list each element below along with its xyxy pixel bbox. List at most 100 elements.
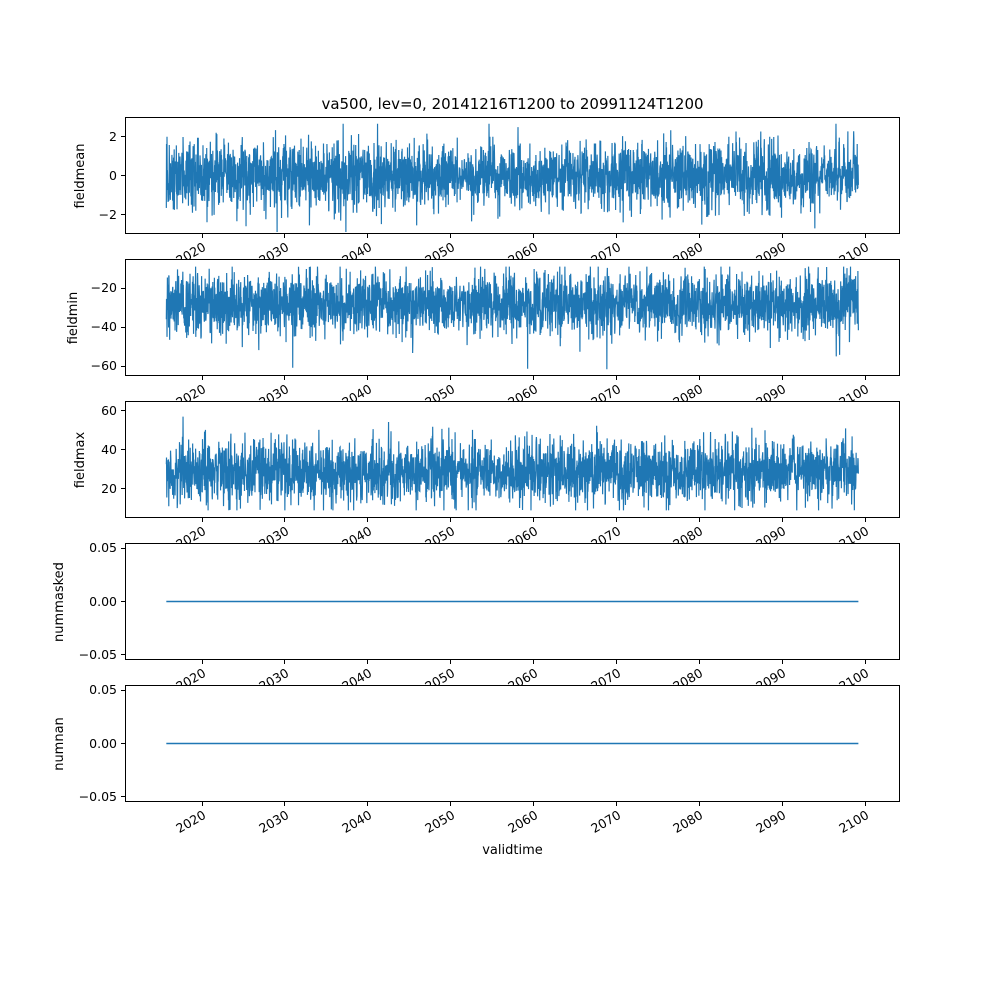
- x-tick-label: 2020: [173, 523, 209, 553]
- y-tick-label: 0.05: [89, 682, 117, 698]
- x-tick-mark: [450, 660, 452, 664]
- x-tick-label: 2030: [256, 807, 292, 837]
- x-tick-mark: [781, 518, 783, 522]
- y-tick-mark: [121, 654, 125, 656]
- x-tick-label: 2050: [421, 807, 458, 837]
- x-tick-mark: [367, 234, 369, 238]
- y-tick-mark: [121, 743, 125, 744]
- x-tick-mark: [367, 802, 369, 806]
- x-tick-label: 2020: [173, 807, 209, 837]
- y-tick-mark: [121, 326, 125, 328]
- x-tick-mark: [450, 376, 452, 380]
- y-axis-label-fieldmax: fieldmax: [73, 431, 88, 488]
- y-axis-label-fieldmean: fieldmean: [73, 143, 88, 208]
- plot-area-fieldmean: [125, 117, 900, 234]
- y-tick-mark: [121, 449, 125, 451]
- plot-area-nummasked: [125, 543, 900, 660]
- y-axis-label-numnan: numnan: [52, 716, 67, 771]
- x-tick-mark: [284, 376, 286, 380]
- x-tick-label: 2040: [339, 239, 375, 269]
- chart-title: va500, lev=0, 20141216T1200 to 20991124T…: [321, 95, 704, 113]
- x-tick-label: 2050: [421, 239, 458, 269]
- x-tick-mark: [698, 660, 700, 664]
- x-tick-mark: [781, 376, 783, 380]
- x-tick-mark: [201, 376, 203, 380]
- x-tick-mark: [201, 802, 203, 806]
- x-tick-label: 2100: [836, 381, 872, 411]
- x-tick-label: 2080: [670, 523, 706, 553]
- x-tick-label: 2060: [504, 381, 540, 411]
- x-tick-label: 2090: [753, 381, 789, 411]
- y-axis-label-nummasked: nummasked: [52, 561, 67, 642]
- y-tick-label: −0.05: [78, 646, 117, 662]
- x-tick-mark: [864, 234, 866, 238]
- x-tick-label: 2080: [670, 665, 706, 695]
- x-tick-label: 2020: [173, 239, 209, 269]
- x-tick-label: 2020: [173, 665, 209, 695]
- x-tick-label: 2060: [504, 239, 540, 269]
- y-tick-label: 0.00: [89, 593, 117, 609]
- x-tick-label: 2030: [256, 665, 292, 695]
- x-tick-mark: [781, 660, 783, 664]
- x-tick-mark: [367, 376, 369, 380]
- x-tick-label: 2020: [173, 381, 209, 411]
- plot-area-fieldmax: [125, 401, 900, 518]
- y-axis-label-fieldmin: fieldmin: [66, 291, 81, 344]
- data-line-fieldmax: [165, 416, 859, 511]
- x-tick-label: 2050: [421, 381, 458, 411]
- y-tick-label: 20: [101, 480, 117, 496]
- data-line-fieldmin: [165, 266, 859, 370]
- y-tick-label: −2: [98, 206, 117, 222]
- y-tick-label: 2: [109, 128, 117, 144]
- x-tick-label: 2050: [421, 523, 458, 553]
- x-tick-mark: [616, 376, 618, 380]
- x-tick-label: 2040: [339, 665, 375, 695]
- x-tick-mark: [533, 802, 535, 806]
- x-tick-mark: [864, 518, 866, 522]
- x-tick-label: 2070: [587, 807, 623, 837]
- x-tick-mark: [201, 234, 203, 238]
- x-tick-label: 2080: [670, 381, 706, 411]
- x-tick-mark: [284, 660, 286, 664]
- x-tick-mark: [616, 518, 618, 522]
- x-tick-mark: [616, 802, 618, 806]
- x-tick-label: 2030: [256, 239, 292, 269]
- y-tick-mark: [121, 689, 125, 691]
- x-tick-mark: [698, 802, 700, 806]
- x-tick-mark: [450, 234, 452, 238]
- plot-area-fieldmin: [125, 259, 900, 376]
- y-tick-mark: [121, 365, 125, 367]
- x-tick-label: 2040: [339, 381, 375, 411]
- x-tick-mark: [616, 234, 618, 238]
- x-tick-label: 2070: [587, 523, 623, 553]
- x-tick-label: 2030: [256, 523, 292, 553]
- x-tick-label: 2080: [670, 807, 706, 837]
- x-tick-label: 2060: [504, 523, 540, 553]
- x-tick-mark: [864, 802, 866, 806]
- x-tick-mark: [367, 660, 369, 664]
- x-tick-mark: [450, 518, 452, 522]
- x-tick-label: 2060: [504, 807, 540, 837]
- x-tick-mark: [698, 376, 700, 380]
- y-tick-label: 0.00: [89, 735, 117, 751]
- x-tick-label: 2090: [753, 807, 789, 837]
- x-tick-label: 2060: [504, 665, 540, 695]
- y-tick-mark: [121, 175, 125, 176]
- x-tick-mark: [864, 376, 866, 380]
- x-tick-label: 2040: [339, 523, 375, 553]
- x-tick-mark: [781, 234, 783, 238]
- y-tick-label: 60: [101, 402, 117, 418]
- y-tick-mark: [121, 287, 125, 289]
- x-tick-mark: [284, 234, 286, 238]
- x-axis-label: validtime: [482, 843, 543, 858]
- x-tick-mark: [781, 802, 783, 806]
- y-tick-mark: [121, 136, 125, 137]
- y-tick-mark: [121, 214, 125, 215]
- x-tick-mark: [698, 234, 700, 238]
- x-tick-label: 2070: [587, 665, 623, 695]
- y-tick-label: −0.05: [78, 788, 117, 804]
- x-tick-label: 2080: [670, 239, 706, 269]
- x-tick-mark: [533, 376, 535, 380]
- x-tick-mark: [367, 518, 369, 522]
- x-tick-mark: [284, 518, 286, 522]
